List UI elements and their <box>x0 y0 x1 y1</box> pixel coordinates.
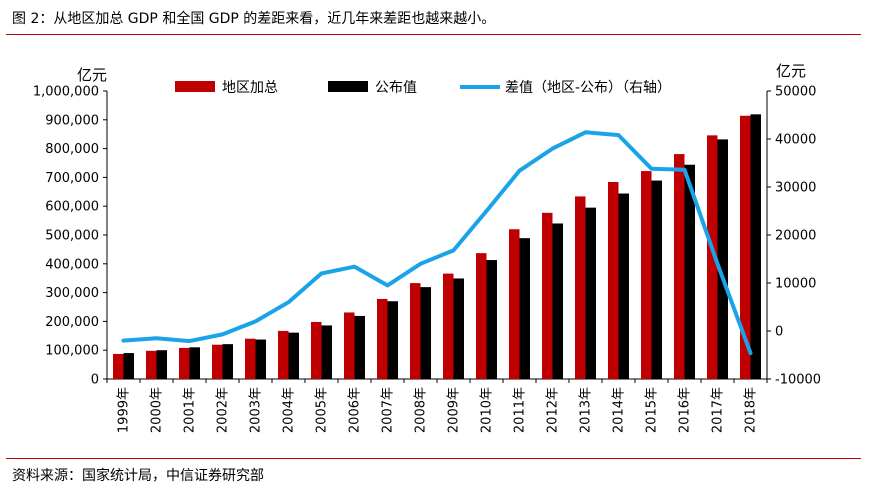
figure-title: 图 2：从地区加总 GDP 和全国 GDP 的差距来看，近几年来差距也越来越小。 <box>12 11 496 27</box>
bar-published <box>354 315 365 379</box>
x-tick-label: 2006年 <box>348 387 363 433</box>
y-left-tick-label: 600,000 <box>45 200 99 215</box>
x-tick-label: 2015年 <box>645 387 660 433</box>
y-left-tick-label: 0 <box>91 373 99 388</box>
bar-published <box>519 238 530 379</box>
bar-published <box>156 350 167 379</box>
legend-swatch-published <box>328 81 368 92</box>
bar-regional-sum <box>113 353 124 379</box>
bar-regional-sum <box>707 135 718 379</box>
bar-regional-sum <box>278 330 289 379</box>
y-left-tick-label: 700,000 <box>45 171 99 186</box>
bar-published <box>420 287 431 379</box>
bar-published <box>387 301 398 379</box>
y-right-tick-label: 10000 <box>775 277 816 292</box>
x-tick-label: 2010年 <box>480 387 495 433</box>
source-note: 资料来源：国家统计局，中信证券研究部 <box>12 468 264 484</box>
bar-regional-sum <box>740 115 751 379</box>
bar-regional-sum <box>179 347 190 379</box>
legend-label-regional-sum: 地区加总 <box>222 80 278 96</box>
y-axis-left-label: 亿元 <box>77 66 107 84</box>
bar-regional-sum <box>674 154 685 379</box>
x-tick-label: 2000年 <box>150 387 165 433</box>
bar-published <box>222 344 233 379</box>
bar-published <box>288 332 299 379</box>
legend-label-published: 公布值 <box>375 80 417 96</box>
legend-swatch-regional-sum <box>175 81 215 92</box>
y-right-tick-label: 0 <box>775 325 783 340</box>
y-left-tick-label: 100,000 <box>45 344 99 359</box>
chart-axes: 0 100,000 200,000 300,000 400,000 500,000 600,… <box>33 85 821 434</box>
y-right-tick-label: -10000 <box>775 373 821 388</box>
bar-published <box>552 223 563 379</box>
chart-gap-line <box>121 130 753 356</box>
x-tick-label: 2012年 <box>546 387 561 433</box>
x-tick-label: 2005年 <box>315 387 330 433</box>
y-right-tick-label: 50000 <box>775 85 816 100</box>
bar-regional-sum <box>476 253 487 379</box>
x-tick-label: 2003年 <box>249 387 264 433</box>
y-left-tick-label: 300,000 <box>45 286 99 301</box>
y-axis-right-label: 亿元 <box>776 62 806 80</box>
bar-published <box>684 164 695 379</box>
bar-published <box>453 278 464 379</box>
x-tick-label: 2011年 <box>513 387 528 433</box>
x-tick-label: 1999年 <box>117 387 132 433</box>
bar-regional-sum <box>410 283 421 379</box>
bar-published <box>585 207 596 379</box>
bar-regional-sum <box>344 312 355 379</box>
bar-regional-sum <box>311 321 322 379</box>
y-right-tick-label: 40000 <box>775 133 816 148</box>
x-tick-label: 2007年 <box>381 387 396 433</box>
bar-regional-sum <box>146 350 157 379</box>
x-tick-label: 2001年 <box>183 387 198 433</box>
bar-regional-sum <box>608 182 619 379</box>
y-left-tick-label: 1,000,000 <box>33 85 99 100</box>
bar-published <box>123 353 134 379</box>
x-tick-label: 2009年 <box>447 387 462 433</box>
bar-published <box>189 347 200 379</box>
bar-regional-sum <box>212 344 223 379</box>
bar-published <box>618 193 629 379</box>
x-tick-label: 2016年 <box>678 387 693 433</box>
bar-published <box>717 139 728 379</box>
y-left-tick-label: 800,000 <box>45 142 99 157</box>
bar-regional-sum <box>575 196 586 379</box>
bar-published <box>750 114 761 379</box>
x-tick-label: 2017年 <box>711 387 726 433</box>
line-gap-series <box>121 130 753 356</box>
y-right-tick-label: 20000 <box>775 229 816 244</box>
bar-regional-sum <box>245 338 256 379</box>
bar-regional-sum <box>443 273 454 379</box>
chart-bars <box>113 114 761 379</box>
bar-published <box>321 325 332 379</box>
y-left-tick-label: 400,000 <box>45 257 99 272</box>
bar-published <box>255 339 266 379</box>
x-tick-label: 2013年 <box>579 387 594 433</box>
y-left-tick-label: 500,000 <box>45 229 99 244</box>
y-left-tick-label: 200,000 <box>45 315 99 330</box>
bar-regional-sum <box>542 212 553 379</box>
chart-legend: 地区加总 公布值 差值（地区-公布）（右轴） <box>175 80 671 96</box>
x-tick-label: 2018年 <box>744 387 759 433</box>
bar-published <box>651 180 662 379</box>
bar-regional-sum <box>509 229 520 379</box>
y-right-tick-label: 30000 <box>775 181 816 196</box>
bar-regional-sum <box>641 171 652 379</box>
legend-label-gap: 差值（地区-公布）（右轴） <box>505 80 671 96</box>
y-left-tick-label: 900,000 <box>45 113 99 128</box>
x-tick-label: 2004年 <box>282 387 297 433</box>
source-divider <box>6 458 861 459</box>
bar-regional-sum <box>377 298 388 379</box>
bar-published <box>486 260 497 379</box>
title-divider <box>6 34 861 35</box>
x-tick-label: 2008年 <box>414 387 429 433</box>
x-tick-label: 2014年 <box>612 387 627 433</box>
x-tick-label: 2002年 <box>216 387 231 433</box>
